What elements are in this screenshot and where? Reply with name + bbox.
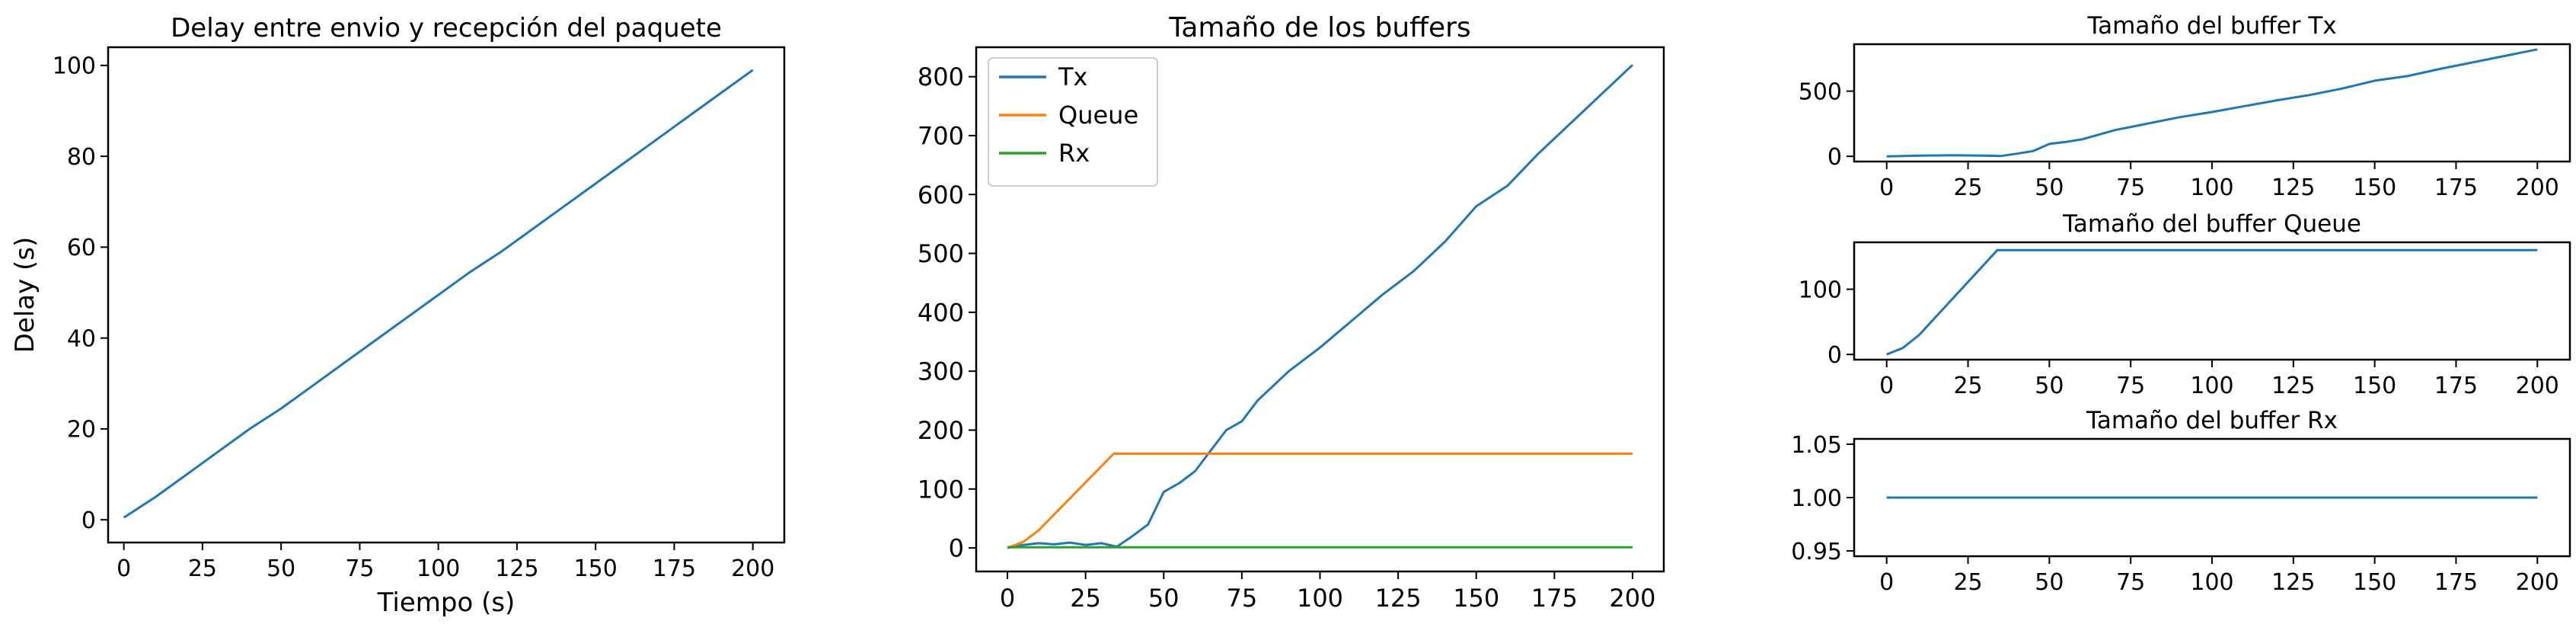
x-tick-label: 100 [2190, 373, 2233, 399]
x-tick-label: 125 [495, 555, 538, 582]
x-tick-label: 175 [653, 555, 696, 582]
chart-buffers: 0 25 50 75 100 125 150 175 200 0 100 200 300 400 500 60… [918, 12, 1665, 613]
x-tick-label: 50 [2035, 569, 2064, 596]
x-tick-label: 0 [1879, 174, 1894, 201]
x-tick-label: 200 [2516, 373, 2559, 399]
x-tick-label: 175 [2434, 174, 2478, 201]
x-tick-label: 50 [267, 555, 295, 582]
legend: Tx Queue Rx [988, 57, 1158, 187]
x-tick-label: 125 [2271, 174, 2315, 201]
y-tick-label: 100 [53, 53, 96, 80]
chart-title: Delay entre envio y recepción del paquet… [171, 13, 722, 43]
chart-title: Tamaño del buffer Tx [2086, 12, 2336, 40]
x-tick-label: 175 [2434, 373, 2478, 399]
y-tick-label: 60 [67, 235, 96, 261]
x-tick-label: 175 [1531, 584, 1578, 613]
x-tick-label: 50 [2035, 174, 2064, 201]
chart-title: Tamaño del buffer Queue [2062, 210, 2361, 238]
x-tick-label: 100 [2190, 569, 2233, 596]
chart-title: Tamaño de los buffers [1168, 12, 1470, 43]
x-tick-label: 25 [188, 555, 217, 582]
x-tick-label: 75 [1227, 584, 1258, 613]
y-tick-label: 600 [918, 181, 964, 210]
legend-label-rx: Rx [1058, 139, 1090, 168]
y-tick-label: 300 [918, 357, 964, 386]
x-tick-label: 125 [2271, 373, 2315, 399]
x-tick-label: 75 [2116, 373, 2145, 399]
x-tick-label: 100 [1297, 584, 1343, 613]
x-tick-label: 25 [1953, 373, 1982, 399]
series-line-delay [123, 69, 754, 519]
y-tick-label: 400 [918, 298, 964, 327]
series-line-queue [1007, 452, 1633, 549]
x-tick-label: 125 [1375, 584, 1422, 613]
plot-frame [107, 46, 786, 544]
y-axis-label: Delay (s) [10, 237, 40, 354]
y-tick-label: 100 [1799, 277, 1842, 303]
y-tick-label: 1.00 [1791, 485, 1842, 512]
x-tick-label: 200 [2516, 569, 2559, 596]
y-tick-label: 0 [949, 534, 964, 563]
x-tick-label: 50 [1148, 584, 1179, 613]
legend-label-queue: Queue [1058, 101, 1138, 130]
x-tick-label: 25 [1070, 584, 1101, 613]
plot-frame [1853, 43, 2571, 163]
x-tick-label: 75 [345, 555, 374, 582]
y-tick-label: 40 [67, 325, 96, 352]
y-tick-label: 0.95 [1791, 539, 1842, 565]
y-tick-label: 500 [918, 239, 964, 268]
y-tick-label: 0 [81, 507, 96, 534]
x-tick-label: 150 [2353, 373, 2396, 399]
x-tick-label: 100 [2190, 174, 2233, 201]
chart-title: Tamaño del buffer Rx [2086, 407, 2338, 434]
series-line-tx [1007, 64, 1634, 549]
chart-buffer-rx: 0 25 50 75 100 125 150 175 200 0.95 1.00 1.05 Tamaño… [1791, 407, 2571, 596]
plot-frame [1853, 241, 2571, 361]
y-tick-label: 100 [918, 475, 964, 504]
chart-buffer-queue: 0 25 50 75 100 125 150 175 200 0 100 Tamaño del buf… [1799, 210, 2571, 399]
x-tick-label: 200 [1609, 584, 1655, 613]
y-tick-label: 800 [918, 62, 964, 91]
x-tick-label: 0 [1879, 569, 1894, 596]
x-tick-label: 150 [2353, 569, 2396, 596]
y-tick-label: 0 [1827, 342, 1842, 369]
x-axis-label: Tiempo (s) [377, 587, 516, 618]
x-tick-label: 50 [2035, 373, 2064, 399]
series-line-buffer-tx [1886, 48, 2538, 158]
x-tick-label: 0 [1879, 373, 1894, 399]
y-tick-label: 1.05 [1791, 432, 1842, 459]
series-line-buffer-queue [1886, 248, 2538, 356]
x-tick-label: 75 [2116, 174, 2145, 201]
x-tick-label: 25 [1953, 174, 1982, 201]
x-tick-label: 200 [2516, 174, 2559, 201]
x-tick-label: 0 [1000, 584, 1015, 613]
x-tick-label: 150 [1453, 584, 1499, 613]
x-tick-label: 75 [2116, 569, 2145, 596]
y-tick-label: 700 [918, 121, 964, 150]
y-tick-label: 20 [67, 417, 96, 443]
y-tick-label: 0 [1827, 144, 1842, 171]
legend-label-tx: Tx [1058, 62, 1087, 91]
chart-buffer-tx: 0 25 50 75 100 125 150 175 200 0 500 Tamaño del buf… [1799, 12, 2571, 201]
y-tick-label: 80 [67, 144, 96, 171]
x-tick-label: 200 [731, 555, 774, 582]
chart-delay: 0 25 50 75 100 125 150 175 200 0 20 40 60 80 100 Delay … [10, 13, 786, 618]
y-tick-label: 500 [1799, 78, 1842, 105]
x-tick-label: 150 [574, 555, 618, 582]
x-tick-label: 100 [417, 555, 460, 582]
x-tick-label: 25 [1953, 569, 1982, 596]
x-tick-label: 150 [2353, 174, 2396, 201]
x-tick-label: 125 [2271, 569, 2315, 596]
y-tick-label: 200 [918, 416, 964, 445]
x-tick-label: 175 [2434, 569, 2478, 596]
x-tick-label: 0 [117, 555, 131, 582]
